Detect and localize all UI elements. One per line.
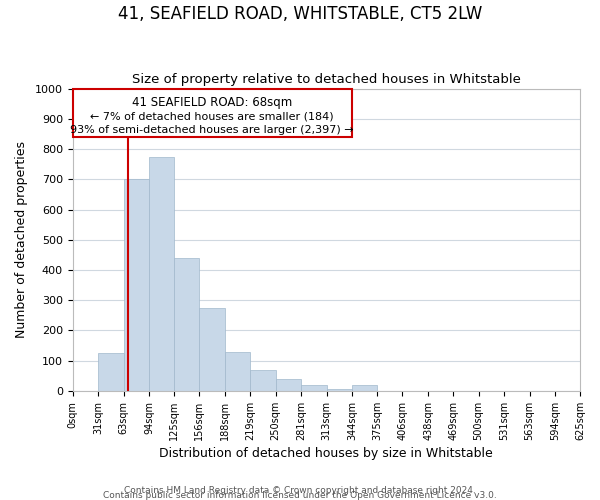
- Bar: [73, 88, 352, 137]
- Bar: [225, 352, 250, 391]
- X-axis label: Distribution of detached houses by size in Whitstable: Distribution of detached houses by size …: [160, 447, 493, 460]
- Title: Size of property relative to detached houses in Whitstable: Size of property relative to detached ho…: [132, 73, 521, 86]
- Text: 41, SEAFIELD ROAD, WHITSTABLE, CT5 2LW: 41, SEAFIELD ROAD, WHITSTABLE, CT5 2LW: [118, 5, 482, 23]
- Text: 41 SEAFIELD ROAD: 68sqm: 41 SEAFIELD ROAD: 68sqm: [132, 96, 292, 108]
- Text: Contains public sector information licensed under the Open Government Licence v3: Contains public sector information licen…: [103, 491, 497, 500]
- Bar: [174, 258, 199, 391]
- Y-axis label: Number of detached properties: Number of detached properties: [15, 142, 28, 338]
- Bar: [327, 390, 352, 391]
- Text: ← 7% of detached houses are smaller (184): ← 7% of detached houses are smaller (184…: [91, 112, 334, 122]
- Text: 93% of semi-detached houses are larger (2,397) →: 93% of semi-detached houses are larger (…: [70, 124, 354, 134]
- Text: Contains HM Land Registry data © Crown copyright and database right 2024.: Contains HM Land Registry data © Crown c…: [124, 486, 476, 495]
- Bar: [98, 353, 124, 391]
- Bar: [301, 385, 327, 391]
- Bar: [149, 156, 174, 391]
- Bar: [275, 379, 301, 391]
- Bar: [199, 308, 225, 391]
- Bar: [352, 385, 377, 391]
- Bar: [124, 180, 149, 391]
- Bar: [250, 370, 275, 391]
